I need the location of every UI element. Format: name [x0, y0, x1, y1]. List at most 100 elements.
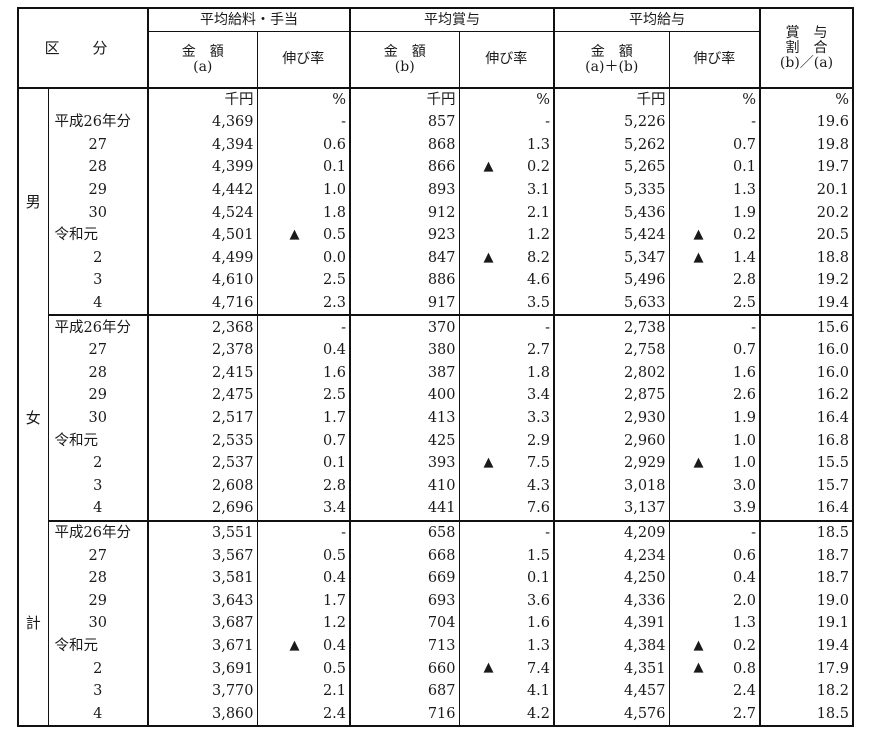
pay-growth: 0.6 [669, 544, 761, 567]
pay-amount: 4,234 [554, 544, 670, 567]
bonus-growth: 1.5 [459, 544, 555, 567]
pay-amount: 5,335 [554, 178, 670, 202]
bonus-amount: 868 [350, 133, 460, 157]
growth-value: 3.0 [732, 477, 756, 494]
bonus-ratio: 16.4 [760, 497, 853, 522]
growth-value: 0.5 [322, 227, 346, 244]
table-row: 29 4,442 1.0 893 3.1 5,335 1.3 20.1 [18, 178, 853, 202]
salary-growth: 0.6 [257, 133, 351, 157]
salary-amount: 4,501 [148, 223, 258, 247]
bonus-ratio: 18.2 [816, 683, 849, 700]
pay-growth: - [669, 315, 761, 339]
bonus-growth: ▲ 0.2 [459, 156, 555, 179]
pay-growth: 2.7 [669, 702, 761, 728]
pay-growth: 0.4 [669, 566, 761, 590]
group-label: 計 [18, 520, 49, 727]
decline-triangle-icon: ▲ [483, 159, 494, 175]
growth-value: 0.4 [732, 570, 756, 587]
salary-amount: 2,535 [148, 429, 258, 452]
avg-salary-header: 平均給料・手当 [147, 7, 351, 32]
bonus-ratio: 16.0 [816, 342, 849, 359]
bonus-amount: 370 [350, 315, 460, 339]
pay-growth: 2.6 [669, 384, 761, 407]
growth-value: 2.1 [526, 204, 550, 221]
salary-amount: 3,691 [148, 657, 258, 680]
amount-label: 金 額 [383, 43, 426, 60]
year-text: 3 [93, 683, 103, 700]
growth-value: - [545, 524, 550, 541]
growth-value: - [341, 524, 346, 541]
table-row: 28 3,581 0.4 669 0.1 4,250 0.4 18.7 [18, 566, 853, 590]
bonus-ratio: 19.0 [816, 592, 849, 609]
pay-growth: 2.8 [669, 269, 761, 292]
year-text: 28 [88, 570, 107, 587]
year-label: 27 [48, 544, 149, 567]
table-row: 27 4,394 0.6 868 1.3 5,262 0.7 19.8 [18, 133, 853, 157]
table-row: 28 4,399 0.1 866 ▲ 0.2 5,265 0.1 19.7 [18, 156, 853, 179]
salary-growth: 2.5 [257, 384, 351, 407]
bonus-growth: ▲ 8.2 [459, 246, 555, 270]
salary-growth: ▲ 0.4 [257, 634, 351, 658]
salary-growth: 1.6 [257, 361, 351, 385]
bonus-amount: 847 [350, 246, 460, 270]
growth-value: 3.6 [526, 592, 550, 609]
salary-growth: 2.1 [257, 679, 351, 703]
table-row: 計平成26年分 3,551-658-4,209-18.5 [18, 520, 853, 727]
growth-value: 3.4 [322, 500, 346, 517]
salary-amount: 2,378 [148, 338, 258, 362]
amount-label: 金 額 [181, 43, 224, 60]
bonus-ratio: 15.7 [816, 477, 849, 494]
growth-value: 0.6 [732, 547, 756, 564]
growth-value: 1.9 [732, 410, 756, 427]
table-row: 令和元 4,501 ▲ 0.5 923 1.2 5,424 ▲ 0.2 20.5 [18, 223, 853, 247]
year-text: 令和元 [54, 432, 99, 449]
salary-growth: 0.4 [257, 338, 351, 362]
year-label: 令和元 [48, 223, 149, 247]
bonus-growth: ▲ 7.4 [459, 657, 555, 680]
year-label: 4 [48, 702, 149, 728]
salary-growth: - [257, 111, 351, 134]
growth-value: 2.4 [322, 705, 346, 722]
year-label: 27 [48, 338, 149, 362]
bonus-ratio: 18.8 [816, 249, 849, 266]
table-row: 27 3,567 0.5 668 1.5 4,234 0.6 18.7 [18, 544, 853, 567]
bonus-ratio-line2: 割 合 [785, 39, 828, 56]
decline-triangle-icon: ▲ [693, 454, 704, 470]
unit-amount: 千円 [148, 88, 258, 111]
salary-amount: 2,517 [148, 406, 258, 430]
year-label: 平成26年分 [48, 520, 149, 545]
salary-growth: 0.0 [257, 246, 351, 270]
group-label: 女 [18, 315, 49, 521]
table-row: 29 2,475 2.5 400 3.4 2,875 2.6 16.2 [18, 384, 853, 407]
bonus-ratio: 20.2 [816, 204, 849, 221]
year-text: 平成26年分 [54, 524, 131, 541]
year-text: 平成26年分 [54, 114, 131, 131]
amount-label: 金 額 [590, 43, 633, 60]
year-label: 3 [48, 474, 149, 498]
bonus-growth: 0.1 [459, 566, 555, 590]
bonus-amount: 917 [350, 291, 460, 317]
amount-sub-label: (a) [193, 58, 213, 75]
year-label: 30 [48, 201, 149, 224]
pay-growth: 2.5 [669, 291, 761, 317]
bonus-amount: 441 [350, 497, 460, 522]
growth-value: 0.1 [322, 455, 346, 472]
salary-growth: 0.5 [257, 544, 351, 567]
growth-value: 2.8 [732, 272, 756, 289]
salary-amount: 4,499 [148, 246, 258, 270]
table-row: 2 3,691 0.5 660 ▲ 7.4 4,351 ▲ 0.8 17.9 [18, 657, 853, 680]
growth-value: 1.3 [526, 136, 550, 153]
table-row: 29 3,643 1.7 693 3.6 4,336 2.0 19.0 [18, 589, 853, 613]
year-text: 27 [88, 136, 107, 153]
year-label: 平成26年分 [48, 315, 149, 339]
growth-value: 1.2 [322, 615, 346, 632]
year-label: 30 [48, 612, 149, 635]
year-text: 4 [93, 500, 103, 517]
bonus-amount: 693 [350, 589, 460, 613]
pay-growth: 1.9 [669, 201, 761, 224]
bonus-amount: 393 [350, 451, 460, 475]
year-label: 27 [48, 133, 149, 157]
growth-value: 2.1 [322, 683, 346, 700]
bonus-growth: 7.6 [459, 497, 555, 522]
growth-value: 2.5 [322, 272, 346, 289]
